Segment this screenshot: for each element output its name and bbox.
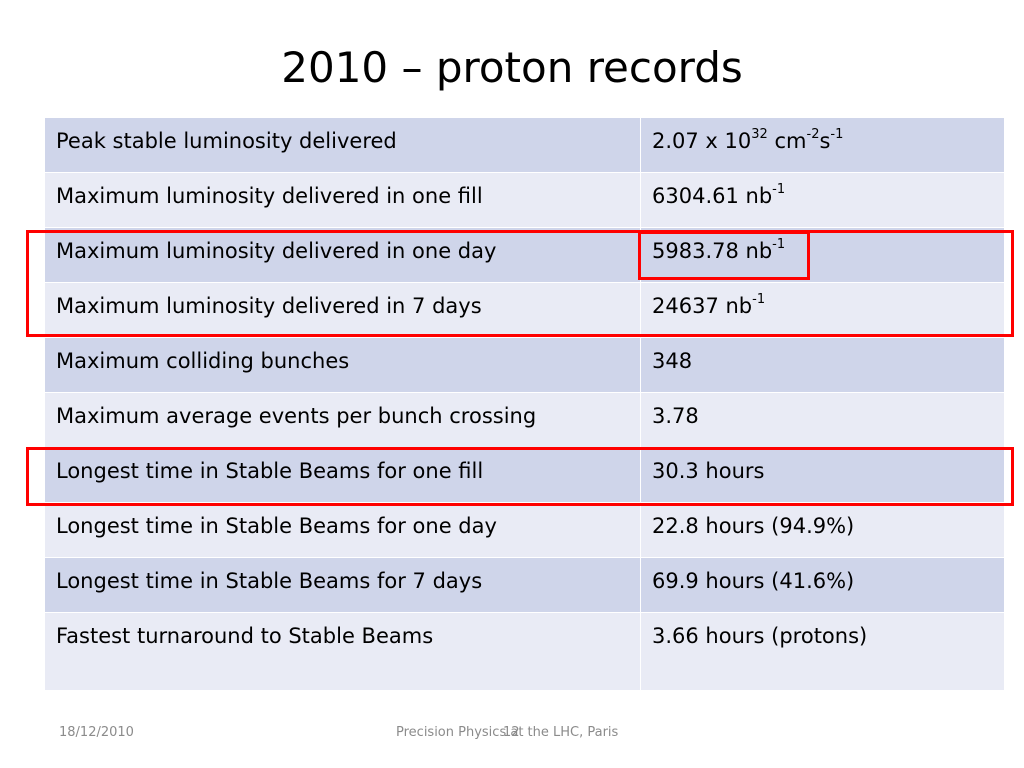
row-label: Fastest turnaround to Stable Beams xyxy=(44,612,641,691)
row-value: 3.66 hours (protons) xyxy=(640,612,1005,691)
row-value: 69.9 hours (41.6%) xyxy=(640,557,1005,613)
footer-date: 18/12/2010 xyxy=(59,725,134,740)
records-table: Peak stable luminosity delivered 2.07 x … xyxy=(44,117,1005,691)
row-label: Peak stable luminosity delivered xyxy=(44,117,641,173)
table-row: Peak stable luminosity delivered 2.07 x … xyxy=(44,117,1005,173)
row-value: 2.07 x 1032 cm-2s-1 xyxy=(640,117,1005,173)
table-row: Longest time in Stable Beams for 7 days … xyxy=(44,557,1005,613)
row-label: Maximum luminosity delivered in one fill xyxy=(44,172,641,228)
row-label: Maximum luminosity delivered in one day xyxy=(44,227,641,283)
table-row: Maximum luminosity delivered in one fill… xyxy=(44,172,1005,228)
table-row: Fastest turnaround to Stable Beams 3.66 … xyxy=(44,612,1005,691)
row-label: Longest time in Stable Beams for one fil… xyxy=(44,447,641,503)
table-row: Maximum average events per bunch crossin… xyxy=(44,392,1005,448)
row-label: Maximum colliding bunches xyxy=(44,337,641,393)
row-label: Maximum average events per bunch crossin… xyxy=(44,392,641,448)
row-value: 348 xyxy=(640,337,1005,393)
row-value: 30.3 hours xyxy=(640,447,1005,503)
row-value: 5983.78 nb-1 xyxy=(640,227,1005,283)
row-value: 22.8 hours (94.9%) xyxy=(640,502,1005,558)
row-label: Longest time in Stable Beams for 7 days xyxy=(44,557,641,613)
row-value: 24637 nb-1 xyxy=(640,282,1005,338)
row-label: Longest time in Stable Beams for one day xyxy=(44,502,641,558)
page-number: 12 xyxy=(503,725,520,740)
row-value: 3.78 xyxy=(640,392,1005,448)
row-value: 6304.61 nb-1 xyxy=(640,172,1005,228)
table-row: Longest time in Stable Beams for one fil… xyxy=(44,447,1005,503)
row-label: Maximum luminosity delivered in 7 days xyxy=(44,282,641,338)
table-row: Maximum colliding bunches 348 xyxy=(44,337,1005,393)
table-row: Longest time in Stable Beams for one day… xyxy=(44,502,1005,558)
slide-title: 2010 – proton records xyxy=(281,43,743,92)
footer-event: Precision Physics at the LHC, Paris xyxy=(396,725,619,740)
table-row: Maximum luminosity delivered in 7 days 2… xyxy=(44,282,1005,338)
table-row: Maximum luminosity delivered in one day … xyxy=(44,227,1005,283)
